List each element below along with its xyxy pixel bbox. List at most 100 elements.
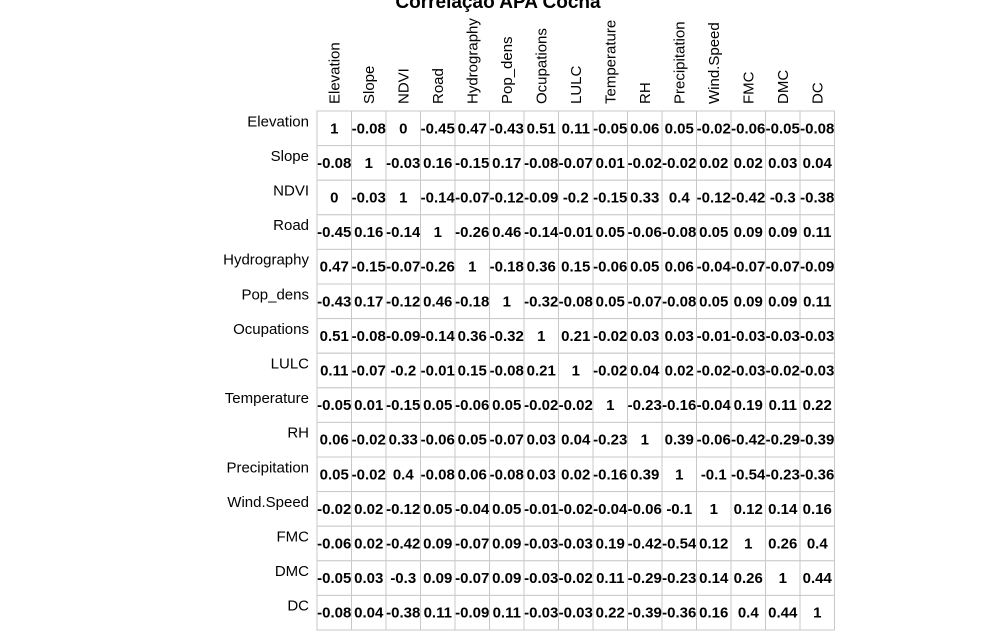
cell-value-precipitation-hydrography: 0.06 xyxy=(458,466,487,483)
cell-value-lulc-precipitation: 0.02 xyxy=(665,363,694,380)
cell-value-dmc-precipitation: -0.23 xyxy=(662,570,696,587)
cell-value-temperature-dmc: 0.11 xyxy=(769,397,797,414)
cell-value-hydrography-precipitation: 0.06 xyxy=(665,259,694,276)
cell-hydrography-wind-speed xyxy=(696,248,732,285)
cell-value-road-dc: 0.11 xyxy=(803,224,831,241)
cell-value-road-wind-speed: 0.05 xyxy=(699,224,728,241)
cell-ocupations-wind-speed xyxy=(696,318,732,354)
cell-value-rh-dmc: -0.29 xyxy=(766,432,800,449)
cell-road-lulc xyxy=(558,214,594,250)
cell-value-road-lulc: -0.01 xyxy=(559,224,593,241)
cell-value-precipitation-pop-dens: -0.08 xyxy=(490,466,524,483)
cell-value-ocupations-slope: -0.08 xyxy=(352,328,386,345)
cell-value-ndvi-road: -0.14 xyxy=(421,190,456,207)
cell-dc-dc xyxy=(799,594,835,631)
cell-value-ocupations-rh: 0.03 xyxy=(630,328,659,345)
cell-value-ndvi-fmc: -0.42 xyxy=(731,190,765,207)
cell-fmc-fmc xyxy=(730,525,766,562)
cell-value-hydrography-slope: -0.15 xyxy=(352,259,386,276)
cell-value-ocupations-road: -0.14 xyxy=(421,328,456,345)
cell-elevation-slope xyxy=(351,110,387,147)
cell-value-wind-speed-dmc: 0.14 xyxy=(768,501,798,518)
cell-value-hydrography-elevation: 0.47 xyxy=(320,259,349,276)
cell-value-ndvi-precipitation: 0.4 xyxy=(669,190,691,207)
cell-pop-dens-pop-dens xyxy=(489,283,525,320)
cell-value-ocupations-lulc: 0.21 xyxy=(561,328,590,345)
cell-pop-dens-dc xyxy=(799,283,835,320)
cell-value-precipitation-lulc: 0.02 xyxy=(561,466,590,483)
cell-value-pop-dens-dmc: 0.09 xyxy=(768,293,797,310)
cell-pop-dens-elevation xyxy=(316,283,352,320)
cell-pop-dens-slope xyxy=(351,283,387,320)
cell-value-elevation-dc: -0.08 xyxy=(800,120,834,137)
cell-value-wind-speed-ndvi: -0.12 xyxy=(386,501,420,518)
cell-value-pop-dens-fmc: 0.09 xyxy=(734,293,763,310)
cell-rh-ndvi xyxy=(385,421,421,458)
cell-value-precipitation-elevation: 0.05 xyxy=(320,466,349,483)
cell-value-lulc-wind-speed: -0.02 xyxy=(697,363,731,380)
cell-value-ndvi-slope: -0.03 xyxy=(352,190,386,207)
cell-value-temperature-dc: 0.22 xyxy=(803,397,832,414)
cell-value-road-dmc: 0.09 xyxy=(768,224,797,241)
cell-value-dmc-lulc: -0.02 xyxy=(559,570,593,587)
cell-ocupations-fmc xyxy=(730,318,766,354)
cell-slope-slope xyxy=(351,145,387,181)
row-label-elevation: Elevation xyxy=(247,113,309,130)
cell-value-lulc-hydrography: 0.15 xyxy=(458,363,487,380)
row-label-hydrography: Hydrography xyxy=(223,252,309,269)
row-label-ocupations: Ocupations xyxy=(233,321,309,338)
cell-value-dmc-hydrography: -0.07 xyxy=(455,570,489,587)
cell-rh-fmc xyxy=(730,421,766,458)
cell-value-hydrography-fmc: -0.07 xyxy=(731,259,765,276)
cell-ndvi-pop-dens xyxy=(489,179,525,216)
cell-hydrography-dc xyxy=(799,248,835,285)
cell-value-hydrography-pop-dens: -0.18 xyxy=(490,259,524,276)
cell-temperature-temperature xyxy=(592,387,628,423)
cell-value-dc-wind-speed: 0.16 xyxy=(699,605,728,622)
cell-temperature-wind-speed xyxy=(696,387,732,423)
column-label-temperature: Temperature xyxy=(602,20,619,104)
cell-value-wind-speed-elevation: -0.02 xyxy=(317,501,351,518)
cell-value-lulc-lulc: 1 xyxy=(572,363,580,380)
cell-value-dmc-ndvi: -0.3 xyxy=(390,570,416,587)
cell-value-slope-road: 0.16 xyxy=(423,155,452,172)
cell-dmc-dc xyxy=(799,560,835,596)
cell-value-ocupations-ocupations: 1 xyxy=(537,328,545,345)
cell-value-temperature-pop-dens: 0.05 xyxy=(492,397,521,414)
cell-value-fmc-pop-dens: 0.09 xyxy=(492,536,521,553)
cell-value-elevation-road: -0.45 xyxy=(421,120,455,137)
cell-value-lulc-elevation: 0.11 xyxy=(320,363,348,380)
cell-value-ocupations-dmc: -0.03 xyxy=(766,328,800,345)
cell-ocupations-temperature xyxy=(592,318,628,354)
cell-lulc-precipitation xyxy=(661,352,697,389)
cell-value-fmc-elevation: -0.06 xyxy=(317,536,351,553)
cell-value-temperature-ndvi: -0.15 xyxy=(386,397,420,414)
cell-value-rh-dc: -0.39 xyxy=(800,432,834,449)
row-label-precipitation: Precipitation xyxy=(226,459,309,476)
cell-value-lulc-rh: 0.04 xyxy=(630,363,660,380)
cell-value-pop-dens-ocupations: -0.32 xyxy=(524,293,558,310)
cell-hydrography-lulc xyxy=(558,248,594,285)
cell-value-rh-wind-speed: -0.06 xyxy=(697,432,731,449)
cell-value-ndvi-ocupations: -0.09 xyxy=(524,190,558,207)
cell-value-hydrography-wind-speed: -0.04 xyxy=(697,259,732,276)
cell-temperature-precipitation xyxy=(661,387,697,423)
cell-precipitation-dc xyxy=(799,456,835,493)
cell-value-dc-dc: 1 xyxy=(813,605,821,622)
cell-elevation-wind-speed xyxy=(696,110,732,147)
column-label-ocupations: Ocupations xyxy=(533,28,550,104)
cell-road-rh xyxy=(627,214,663,250)
cell-value-pop-dens-rh: -0.07 xyxy=(628,293,662,310)
cell-value-hydrography-ndvi: -0.07 xyxy=(386,259,420,276)
cell-value-elevation-elevation: 1 xyxy=(330,120,338,137)
cell-dc-road xyxy=(420,594,456,631)
cell-value-hydrography-hydrography: 1 xyxy=(468,259,476,276)
cell-value-dmc-dmc: 1 xyxy=(779,570,787,587)
cell-value-fmc-ocupations: -0.03 xyxy=(524,536,558,553)
column-label-pop-dens: Pop_dens xyxy=(499,36,516,104)
cell-value-ocupations-fmc: -0.03 xyxy=(731,328,765,345)
cell-value-pop-dens-slope: 0.17 xyxy=(354,293,383,310)
cell-value-slope-lulc: -0.07 xyxy=(559,155,593,172)
cell-pop-dens-road xyxy=(420,283,456,320)
row-label-wind-speed: Wind.Speed xyxy=(227,494,309,511)
